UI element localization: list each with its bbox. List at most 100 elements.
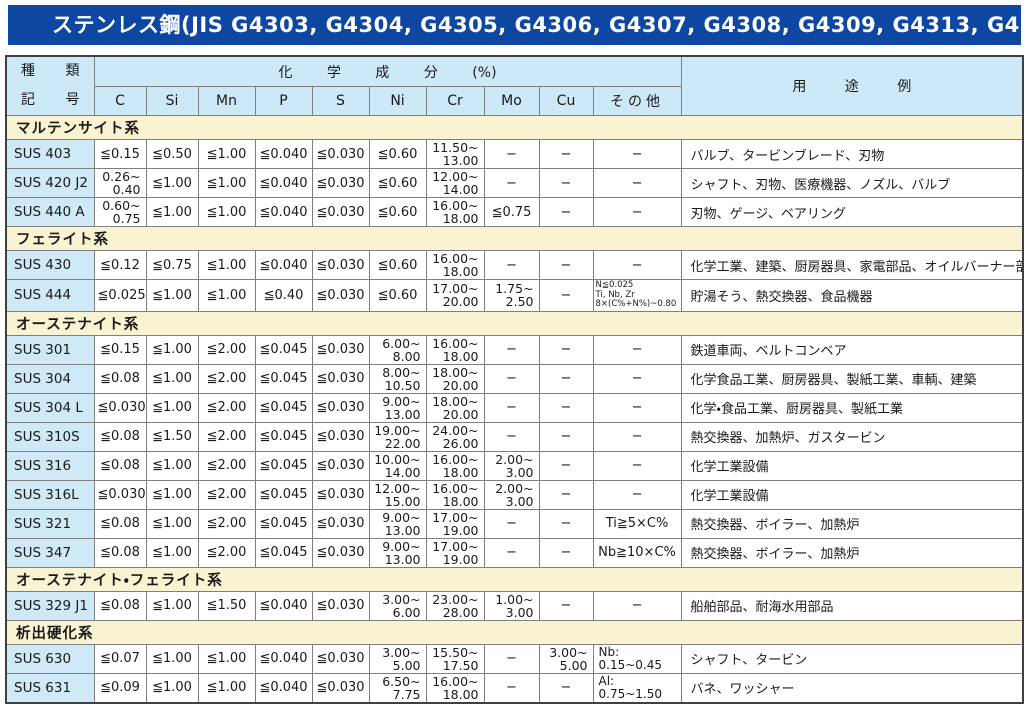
chem-mo-cell: − [483,392,540,423]
chem-mn-cell: ≦1.00 [197,672,256,703]
grade-code-cell: SUS 304 L [5,392,95,423]
grade-row: SUS 630 ≦0.07 ≦1.00 ≦1.00 ≦0.040 ≦0.030 3.00~ … [5,643,1024,674]
section-header-row: オーステナイト系 [5,310,1024,336]
grade-row: SUS 440 A 0.60~ 0.75 ≦1.00 ≦1.00 ≦0.040 ≦0.03… [5,197,1024,227]
chem-s-cell: ≦0.030 [311,392,370,423]
grade-row: SUS 329 J1 ≦0.08 ≦1.00 ≦1.50 ≦0.040 ≦0.030 3.0… [5,590,1024,621]
chem-mo-cell: 1.00~ 3.00 [483,590,540,621]
usage-cell: 熱交換器、ボイラー、加熱炉 [680,537,1024,568]
chem-c-cell: ≦0.08 [93,508,147,539]
section-title: オーステナイト系 [5,310,1024,336]
chem-cu-cell: − [538,508,594,539]
chem-cr-cell: 24.00~ 26.00 [425,421,485,452]
chem-si-cell: ≦1.00 [145,672,199,703]
grade-code-cell: SUS 631 [5,672,95,703]
chem-ni-cell: ≦0.60 [368,197,427,227]
usage-cell: シャフト、刃物、医療機器、ノズル、バルブ [680,168,1024,198]
chem-cu-cell: − [538,197,594,227]
chem-c-cell: ≦0.08 [93,421,147,452]
chem-mn-cell: ≦2.00 [197,508,256,539]
chem-cu-cell: − [538,479,594,510]
grade-row: SUS 316 ≦0.08 ≦1.00 ≦2.00 ≦0.045 ≦0.030 10.00~… [5,450,1024,481]
chem-p-cell: ≦0.040 [254,139,313,169]
grade-code-cell: SUS 403 [5,139,95,169]
chem-mo-cell: − [483,168,540,198]
chem-c-cell: ≦0.12 [93,250,147,280]
chem-s-cell: ≦0.030 [311,421,370,452]
chem-mo-cell: − [483,421,540,452]
usage-cell: 化学工業設備 [680,479,1024,510]
chem-cr-cell: 17.00~ 19.00 [425,508,485,539]
grade-row: SUS 304 L ≦0.030 ≦1.00 ≦2.00 ≦0.045 ≦0.030 9.0… [5,392,1024,423]
chem-p-cell: ≦0.040 [254,250,313,280]
chem-c-cell: ≦0.15 [93,139,147,169]
grade-code-cell: SUS 420 J2 [5,168,95,198]
chem-ni-cell: 8.00~ 10.50 [368,363,427,394]
header-element-p-cell: P [254,86,313,116]
chem-ni-cell: 9.00~ 13.00 [368,537,427,568]
chem-cu-cell: 3.00~ 5.00 [538,643,594,674]
grade-code-cell: SUS 301 [5,334,95,365]
chem-mo-cell: 2.00~ 3.00 [483,450,540,481]
chem-s-cell: ≦0.030 [311,279,370,312]
chem-p-cell: ≦0.045 [254,421,313,452]
header-element-cu-cell: Cu [538,86,594,116]
header-element-mo-cell: Mo [483,86,540,116]
chem-s-cell: ≦0.030 [311,363,370,394]
chem-mo-cell: 1.75~ 2.50 [483,279,540,312]
chem-ni-cell: 12.00~ 15.00 [368,479,427,510]
chem-p-cell: ≦0.040 [254,197,313,227]
header-element-ni-cell: Ni [368,86,427,116]
chem-cu-cell: − [538,672,594,703]
chem-other-cell: Nb: 0.15~0.45 [592,643,682,674]
chem-mn-cell: ≦2.00 [197,479,256,510]
header-element-s-cell: S [311,86,370,116]
chem-ni-cell: ≦0.60 [368,279,427,312]
section-header-row: 析出硬化系 [5,619,1024,645]
usage-cell: 熱交換器、ボイラー、加熱炉 [680,508,1024,539]
chem-p-cell: ≦0.045 [254,392,313,423]
chem-c-cell: ≦0.07 [93,643,147,674]
header-element-si-cell: Si [145,86,199,116]
grade-row: SUS 420 J2 0.26~ 0.40 ≦1.00 ≦1.00 ≦0.040 ≦0.0… [5,168,1024,198]
grade-row: SUS 430 ≦0.12 ≦0.75 ≦1.00 ≦0.040 ≦0.030 ≦0.60 1… [5,250,1024,280]
usage-cell: バネ、ワッシャー [680,672,1024,703]
chem-other-cell: Al: 0.75~1.50 [592,672,682,703]
chem-cr-cell: 18.00~ 20.00 [425,392,485,423]
header-element-other-cell: その他 [592,86,682,116]
chem-si-cell: ≦1.00 [145,197,199,227]
chem-ni-cell: 9.00~ 13.00 [368,508,427,539]
chem-ni-cell: ≦0.60 [368,139,427,169]
chem-mn-cell: ≦1.00 [197,197,256,227]
chem-mn-cell: ≦2.00 [197,450,256,481]
grade-code-cell: SUS 440 A [5,197,95,227]
chem-mo-cell: − [483,643,540,674]
section-header-row: フェライト系 [5,226,1024,251]
chem-c-cell: ≦0.08 [93,590,147,621]
chem-cu-cell: − [538,250,594,280]
chem-cr-cell: 16.00~ 18.00 [425,334,485,365]
chem-cu-cell: − [538,139,594,169]
usage-cell: 化学工業設備 [680,450,1024,481]
chem-p-cell: ≦0.040 [254,590,313,621]
chem-c-cell: 0.60~ 0.75 [93,197,147,227]
chem-ni-cell: 3.00~ 5.00 [368,643,427,674]
chem-mo-cell: − [483,363,540,394]
usage-cell: 化学食品工業、厨房器具、製紙工業、車輌、建築 [680,363,1024,394]
grade-code-cell: SUS 630 [5,643,95,674]
grade-code-cell: SUS 316L [5,479,95,510]
chem-ni-cell: 3.00~ 6.00 [368,590,427,621]
chem-si-cell: ≦1.00 [145,334,199,365]
chem-mo-cell: − [483,672,540,703]
chem-other-cell: Nb≧10×C% [592,537,682,568]
chem-si-cell: ≦1.00 [145,279,199,312]
grade-code-cell: SUS 316 [5,450,95,481]
chem-s-cell: ≦0.030 [311,334,370,365]
grade-row: SUS 444 ≦0.025 ≦1.00 ≦1.00 ≦0.40 ≦0.030 ≦0.60 1… [5,279,1024,312]
chem-c-cell: ≦0.025 [93,279,147,312]
chem-p-cell: ≦0.040 [254,672,313,703]
chem-ni-cell: ≦0.60 [368,168,427,198]
chem-mn-cell: ≦2.00 [197,334,256,365]
usage-cell: 化学工業、建築、厨房器具、家電部品、オイルバーナー部品 [680,250,1024,280]
